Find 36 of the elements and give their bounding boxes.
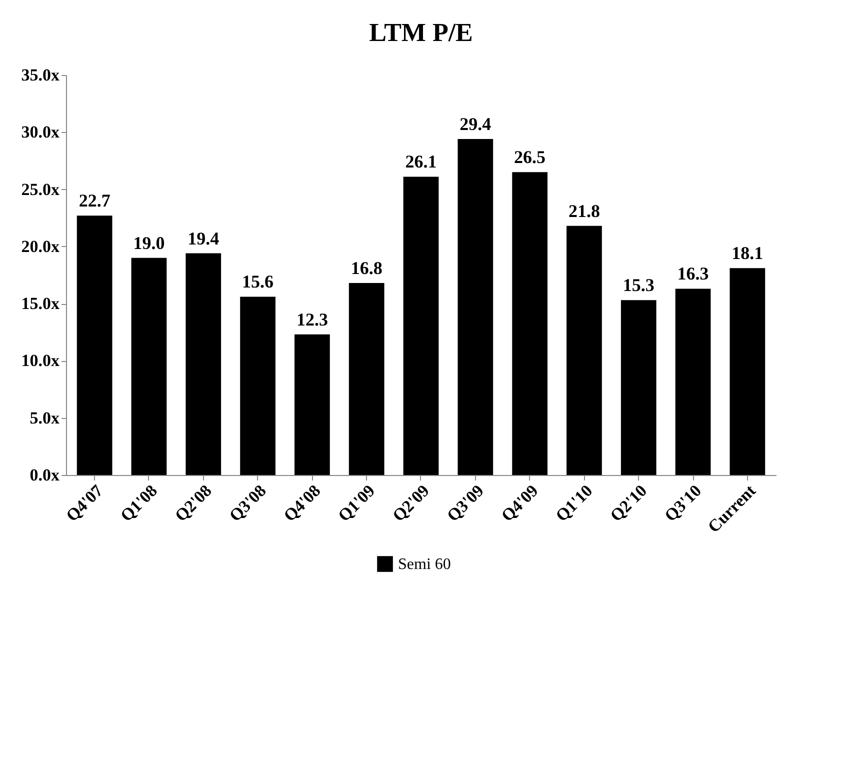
y-tick-label: 30.0x: [21, 122, 60, 142]
bar: [131, 258, 167, 475]
bar: [566, 226, 602, 475]
text: 16.3: [677, 264, 709, 284]
y-tick-label: 0.0x: [30, 466, 60, 484]
bar: [675, 288, 711, 475]
text: 21.8: [568, 200, 600, 221]
bar: [294, 334, 330, 475]
y-tick-label: 5.0x: [30, 408, 60, 428]
text: 19.0: [133, 232, 165, 253]
text: 26.1: [405, 152, 437, 172]
text: 26.5: [514, 147, 546, 168]
y-tick-label: 25.0x: [21, 180, 60, 199]
text: 29.4: [460, 114, 492, 134]
bar: [403, 176, 439, 475]
legend-label: Semi 60: [398, 556, 451, 573]
bar: [620, 300, 656, 475]
bar: [76, 216, 112, 475]
y-tick-label: 10.0x: [21, 351, 60, 370]
bar: [348, 283, 384, 475]
bar: [240, 296, 276, 475]
bar: [186, 253, 222, 475]
text: 16.8: [350, 258, 382, 278]
text: 22.7: [78, 190, 110, 211]
y-tick-label: 35.0x: [21, 66, 60, 84]
text: 12.3: [296, 309, 328, 330]
text: 15.6: [242, 272, 274, 292]
text: 15.3: [622, 275, 654, 296]
y-tick-label: 15.0x: [21, 294, 60, 314]
bar: [730, 268, 766, 475]
chart-title: LTM P/E: [369, 18, 473, 47]
bar: [512, 172, 548, 475]
text: 19.4: [188, 228, 220, 248]
text: 18.1: [732, 243, 764, 264]
bar: [458, 139, 494, 475]
y-tick-label: 20.0x: [21, 236, 60, 256]
